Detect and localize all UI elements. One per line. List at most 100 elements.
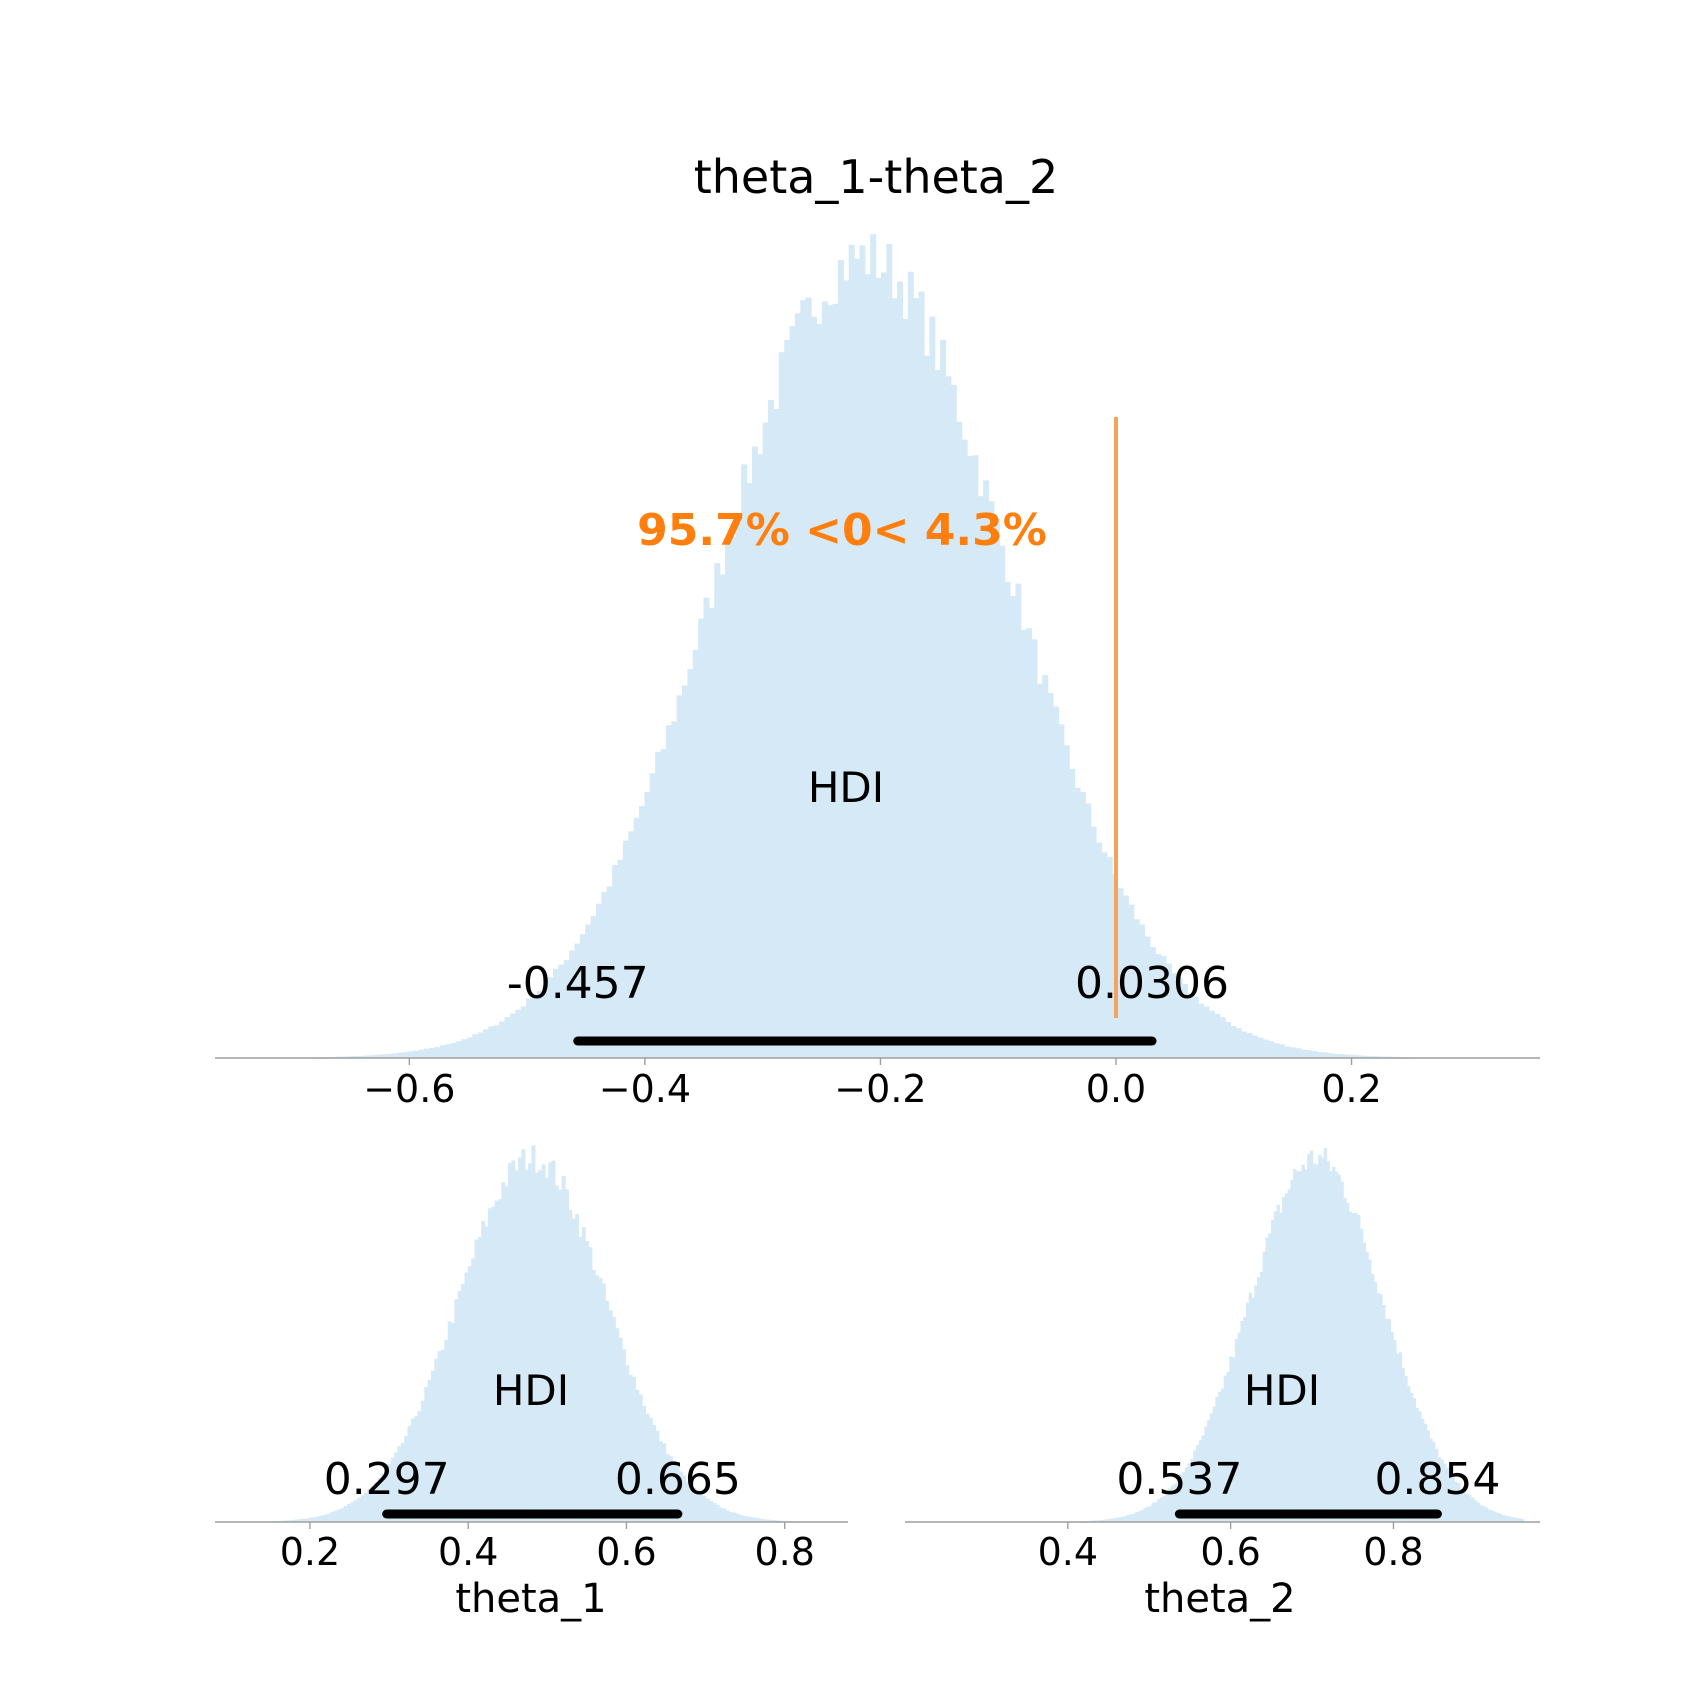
histogram-bar bbox=[373, 1482, 378, 1522]
histogram-bar bbox=[427, 1379, 432, 1522]
histogram-bar bbox=[1268, 1233, 1272, 1522]
x-tick-label: 0.0 bbox=[1086, 1067, 1146, 1111]
histogram-bar bbox=[715, 1505, 720, 1522]
histogram-bar bbox=[1187, 993, 1194, 1058]
histogram-bar bbox=[578, 1237, 583, 1522]
histogram-bar bbox=[811, 316, 818, 1059]
histogram-bar bbox=[1364, 1055, 1371, 1058]
histogram-bar bbox=[483, 1029, 490, 1058]
reference-annotation: 95.7% <0< 4.3% bbox=[637, 505, 1047, 556]
histogram-bar bbox=[1434, 1448, 1439, 1522]
histogram-bar bbox=[337, 1509, 342, 1522]
histogram-bar bbox=[370, 1485, 375, 1522]
histogram-bar bbox=[434, 1046, 441, 1058]
histogram-bar bbox=[1290, 1179, 1294, 1522]
histogram-bar bbox=[410, 1418, 415, 1522]
histogram-bar bbox=[1129, 1514, 1133, 1522]
histogram-bar bbox=[552, 968, 559, 1058]
histogram-bar bbox=[918, 291, 925, 1058]
histogram-bar bbox=[575, 1214, 580, 1522]
histogram-bar bbox=[471, 1258, 476, 1522]
histogram-bar bbox=[1198, 1440, 1203, 1522]
histogram-bar bbox=[440, 1045, 447, 1058]
histogram-bar bbox=[1379, 1294, 1383, 1522]
histogram-bar bbox=[768, 399, 775, 1058]
histogram-bar bbox=[595, 1275, 600, 1522]
histogram-bar bbox=[1193, 1450, 1197, 1522]
histogram-bar bbox=[1395, 1353, 1400, 1522]
histogram-bar bbox=[437, 1351, 442, 1522]
histogram-bar bbox=[568, 1209, 573, 1522]
histogram-bar bbox=[1245, 1302, 1250, 1522]
histogram-bar bbox=[501, 1182, 506, 1522]
histogram-bar bbox=[682, 1475, 687, 1522]
histogram-bar bbox=[993, 518, 1000, 1058]
histogram-bar bbox=[367, 1489, 372, 1522]
histogram-bar bbox=[709, 1501, 714, 1522]
histogram-bar bbox=[377, 1477, 382, 1522]
histogram-bar bbox=[1265, 1237, 1269, 1522]
histogram-bar bbox=[387, 1463, 392, 1522]
histogram-bar bbox=[1294, 1048, 1301, 1058]
histogram-bar bbox=[1443, 1463, 1447, 1522]
histogram-bar bbox=[739, 1515, 744, 1522]
histogram-bars bbox=[246, 1145, 817, 1522]
histogram-bar bbox=[1144, 936, 1151, 1058]
histogram-bar bbox=[875, 277, 882, 1058]
histogram-bar bbox=[1198, 1003, 1205, 1058]
histogram-bar bbox=[1362, 1242, 1366, 1522]
histogram-bar bbox=[1440, 1459, 1444, 1522]
histogram-bar bbox=[571, 1218, 576, 1522]
histogram-bar bbox=[1098, 1520, 1103, 1522]
histogram-bar bbox=[1359, 1228, 1364, 1522]
histogram-bar bbox=[474, 1239, 479, 1522]
histogram-bar bbox=[504, 1017, 511, 1058]
histogram-bar bbox=[1312, 1163, 1317, 1522]
histogram-bar bbox=[1223, 1375, 1228, 1522]
histogram-bar bbox=[323, 1514, 328, 1522]
histogram-bar bbox=[300, 1518, 305, 1522]
histogram-bar bbox=[950, 385, 957, 1058]
hdi-high-value: 0.0306 bbox=[1075, 958, 1229, 1009]
histogram-bar bbox=[1370, 1274, 1375, 1522]
histogram-bar bbox=[678, 1471, 683, 1522]
histogram-bar bbox=[364, 1055, 371, 1058]
histogram-bar bbox=[1337, 1174, 1341, 1522]
histogram-bar bbox=[542, 985, 549, 1058]
histogram-bar bbox=[859, 245, 866, 1059]
histogram-bar bbox=[1473, 1500, 1478, 1522]
histogram-bar bbox=[821, 301, 828, 1058]
x-tick-label: 0.2 bbox=[280, 1530, 340, 1574]
histogram-bar bbox=[1520, 1519, 1525, 1522]
histogram-bar bbox=[1026, 628, 1033, 1058]
histogram-bar bbox=[601, 892, 608, 1058]
histogram-bar bbox=[639, 806, 645, 1058]
histogram-bar bbox=[1284, 1046, 1291, 1058]
histogram-bar bbox=[1151, 1502, 1155, 1522]
histogram-bar bbox=[870, 234, 877, 1058]
histogram-bar bbox=[1315, 1164, 1319, 1522]
histogram-bar bbox=[450, 1043, 457, 1058]
histogram-bar bbox=[972, 455, 979, 1058]
histogram-bar bbox=[1276, 1204, 1280, 1522]
histogram-bar bbox=[1241, 1031, 1248, 1058]
panel-theta-2: HDI 0.537 0.854 0.4 0.6 0.8 theta_2 bbox=[905, 1148, 1540, 1622]
histogram-bar bbox=[1273, 1043, 1280, 1058]
histogram-bar bbox=[541, 1164, 546, 1522]
histogram-bar bbox=[524, 1169, 529, 1522]
histogram-bar bbox=[1214, 1013, 1221, 1058]
histogram-bar bbox=[1311, 1051, 1318, 1058]
histogram-bar bbox=[1334, 1171, 1339, 1522]
histogram-bar bbox=[1031, 639, 1038, 1058]
histogram-bar bbox=[551, 1160, 556, 1522]
histogram-bar bbox=[359, 1055, 366, 1058]
histogram-bar bbox=[1462, 1491, 1466, 1522]
histogram-bar bbox=[988, 501, 995, 1058]
histogram-bar bbox=[306, 1518, 311, 1522]
histogram-bar bbox=[1126, 1514, 1130, 1522]
histogram-bar bbox=[687, 669, 694, 1058]
histogram-bar bbox=[1143, 1508, 1147, 1522]
histogram-bar bbox=[1320, 1157, 1325, 1522]
histogram-bar bbox=[558, 1189, 563, 1522]
histogram-bar bbox=[333, 1510, 338, 1522]
